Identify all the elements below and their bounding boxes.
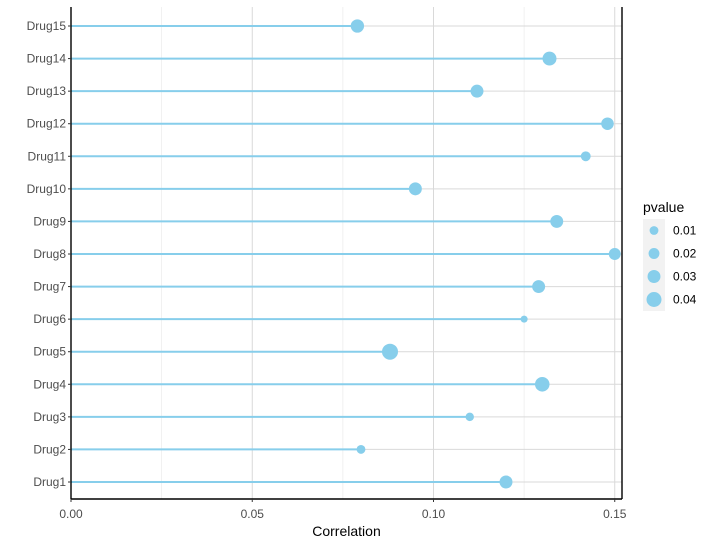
x-axis-title: Correlation [312, 523, 380, 539]
y-tick-label: Drug10 [27, 182, 67, 196]
y-tick-label: Drug12 [27, 117, 67, 131]
x-tick-label: 0.15 [603, 507, 627, 521]
y-tick-label: Drug9 [33, 214, 66, 228]
lollipop-points [350, 19, 621, 489]
legend-entry-label: 0.01 [673, 224, 697, 238]
lollipop-point [382, 343, 398, 360]
lollipop-point [470, 84, 484, 98]
lollipop-point [534, 377, 550, 392]
lollipop-point [580, 151, 591, 162]
legend-entry-label: 0.02 [673, 247, 697, 261]
y-tick-label: Drug13 [27, 84, 67, 98]
legend-entry-label: 0.04 [673, 293, 697, 307]
x-tick-label: 0.05 [241, 507, 265, 521]
lollipop-stems [71, 25, 615, 483]
y-tick-label: Drug1 [33, 475, 66, 489]
y-tick-label: Drug6 [33, 312, 66, 326]
y-tick-label: Drug2 [33, 442, 66, 456]
lollipop-point [542, 51, 557, 66]
legend-entries: 0.01 0.02 0.03 0.04 [643, 219, 697, 311]
legend-key-point [647, 270, 661, 283]
lollipop-point [350, 19, 365, 33]
legend-key-point [648, 248, 660, 259]
lollipop-point [520, 315, 528, 323]
legend: pvalue 0.01 0.02 0.03 0.04 [643, 199, 697, 311]
legend-key-point [649, 226, 659, 235]
y-tick-label: Drug15 [27, 19, 67, 33]
lollipop-point [356, 445, 366, 454]
lollipop-point [608, 248, 621, 260]
y-tick-label: Drug11 [28, 149, 67, 163]
lollipop-point [550, 214, 564, 228]
x-tick-label: 0.00 [59, 507, 83, 521]
lollipop-point [465, 412, 474, 422]
y-tick-label: Drug4 [33, 377, 66, 391]
lollipop-point [532, 280, 546, 294]
x-tick-labels: 0.00 0.05 0.10 0.15 [59, 507, 626, 521]
legend-title: pvalue [643, 199, 684, 215]
legend-entry-label: 0.03 [673, 270, 697, 284]
y-tick-label: Drug5 [33, 345, 66, 359]
lollipop-point [499, 475, 513, 489]
y-tick-label: Drug14 [27, 52, 67, 66]
lollipop-point [601, 117, 614, 130]
y-tick-labels: Drug1 Drug2 Drug3 Drug4 Drug5 Drug6 Drug7 Drug8… [27, 19, 67, 489]
lollipop-point [408, 182, 422, 196]
y-tick-label: Drug7 [33, 280, 66, 294]
x-tick-label: 0.10 [422, 507, 446, 521]
y-tick-label: Drug8 [33, 247, 66, 261]
axes [68, 7, 623, 502]
y-tick-label: Drug3 [33, 410, 66, 424]
legend-key-point [646, 292, 662, 307]
